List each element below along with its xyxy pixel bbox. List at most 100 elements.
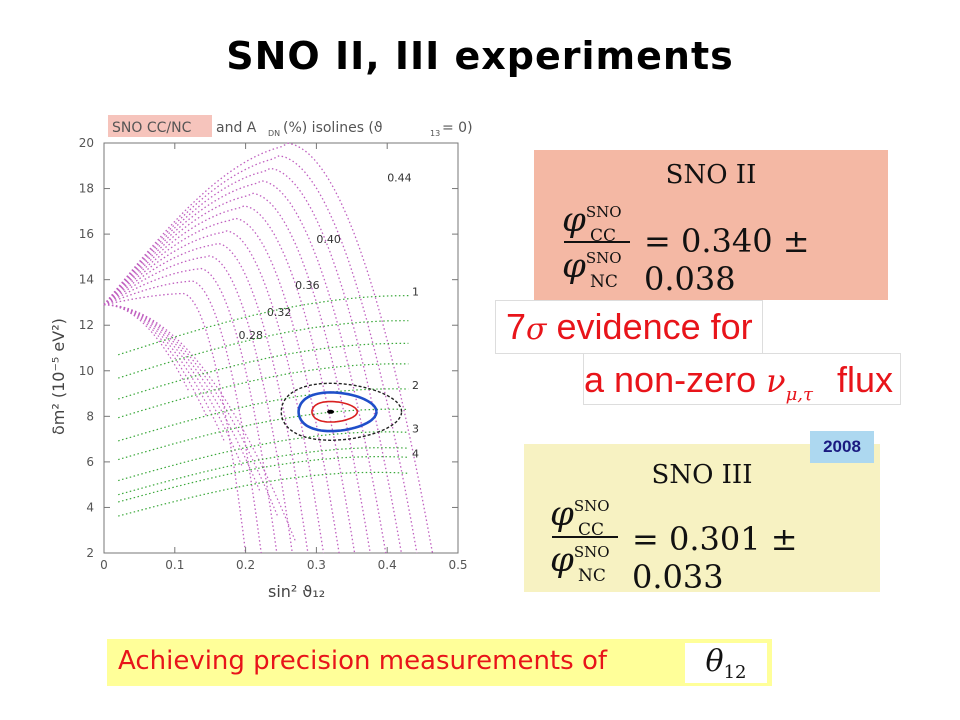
contour-middle: [297, 391, 378, 433]
flux-text: flux: [836, 359, 894, 400]
adn-isoline-label: 3: [412, 422, 419, 435]
adn-isoline-label: 2: [412, 379, 419, 392]
evidence-line-2: a non-zero νμ,τ flux: [584, 354, 900, 405]
evidence-text: evidence for: [556, 306, 753, 347]
y-tick-label: 18: [79, 182, 94, 196]
adn-isoline: [118, 388, 409, 442]
sno2-num-sub: CC: [590, 226, 617, 246]
plot-title-end: = 0): [442, 120, 473, 136]
ccnc-isoline-lower: [103, 304, 190, 392]
y-tick-label: 2: [86, 546, 94, 560]
ccnc-isoline: [103, 255, 293, 554]
ccnc-isoline: [103, 155, 418, 554]
plot-title-highlight: [108, 115, 212, 137]
sno3-value: = 0.301 ± 0.033: [632, 520, 798, 596]
ccnc-isoline-label: 0.28: [239, 329, 264, 342]
x-axis-label: sin² ϑ₁₂: [268, 582, 325, 601]
nu-symbol: ν: [766, 362, 786, 400]
x-tick-label: 0.5: [448, 558, 467, 572]
ccnc-isoline-lower: [103, 304, 261, 492]
adn-isoline-label: 4: [412, 447, 419, 460]
sno3-num-sup: SNO: [573, 497, 610, 515]
ccnc-isolines: 0.280.32 0.36 0.40 0.44: [103, 142, 434, 554]
y-tick-label: 14: [79, 273, 94, 287]
theta-letter: θ: [705, 644, 724, 679]
plot-title-box-text: SNO CC/NC: [112, 120, 192, 136]
ccnc-isoline-lower: [103, 304, 208, 417]
sno2-panel: SNO II φSNO CC φSNO NC = 0.340 ± 0.038: [534, 150, 888, 300]
y-tick-label: 12: [79, 318, 94, 332]
ccnc-isoline: [103, 142, 434, 554]
y-tick-label: 16: [79, 227, 94, 241]
ccnc-isoline-label: 0.44: [387, 172, 412, 185]
year-badge: 2008: [810, 431, 874, 463]
ccnc-isoline: [103, 242, 309, 554]
ccnc-isoline-label: 0.32: [267, 306, 292, 319]
y-tick-label: 20: [79, 136, 94, 150]
evidence-seven: 7: [506, 306, 527, 347]
sno3-fraction-line: [552, 536, 618, 538]
ccnc-isoline: [103, 180, 387, 554]
best-fit-point: [327, 409, 335, 414]
x-tick-label: 0.3: [307, 558, 326, 572]
adn-isoline-label: 1: [412, 286, 419, 299]
adn-isoline: [118, 295, 409, 356]
sno2-num-sup: SNO: [585, 203, 622, 221]
adn-isoline: [118, 363, 409, 419]
theta-subscript: 12: [723, 662, 747, 683]
ccnc-isoline: [103, 267, 278, 554]
evidence-line-1: 7σ evidence for: [496, 301, 762, 353]
sno2-heading: SNO II: [665, 160, 757, 190]
sno3-den-sup: SNO: [573, 543, 610, 561]
confidence-contours: [280, 382, 403, 442]
ccnc-isoline: [103, 205, 356, 554]
sno2-denominator: φSNO NC: [562, 246, 622, 292]
ccnc-isoline: [103, 192, 371, 554]
theta12-symbol: θ12: [685, 643, 767, 683]
y-axis-label: δm² (10⁻⁵ eV²): [49, 318, 68, 435]
sno2-value: = 0.340 ± 0.038: [644, 222, 810, 298]
x-tick-label: 0.2: [236, 558, 255, 572]
x-tick-label: 0: [100, 558, 108, 572]
sno2-numerator: φSNO CC: [562, 200, 622, 246]
y-tick-label: 10: [79, 364, 94, 378]
plot-title-text: and A: [216, 120, 257, 136]
sno3-panel: SNO III φSNO CC φSNO NC = 0.301 ± 0.033: [524, 444, 880, 596]
y-tick-label: 8: [86, 409, 94, 423]
ccnc-isoline: [103, 292, 247, 554]
adn-isolines: 1 2 3 4: [118, 286, 419, 517]
contour-outer: [280, 382, 403, 442]
contour-plot: SNO CC/NC and A DN (%) isolines (ϑ 13 = …: [49, 115, 473, 601]
nu-subscript: μ,τ: [785, 384, 813, 405]
plot-title-tail: (%) isolines (ϑ: [283, 120, 383, 136]
x-tick-label: 0.4: [378, 558, 397, 572]
plot-frame: [103, 142, 459, 554]
adn-isoline: [118, 471, 409, 517]
x-tick-label: 0.1: [165, 558, 184, 572]
ccnc-isoline-lower: [103, 304, 225, 442]
page-title: SNO II, III experiments: [226, 34, 734, 78]
adn-isoline: [118, 408, 409, 461]
sno3-den-sub: NC: [578, 566, 606, 586]
y-tick-label: 4: [86, 500, 94, 514]
adn-isoline: [118, 342, 409, 400]
plot-title-sub: DN: [268, 129, 280, 138]
ccnc-isoline-lower: [103, 304, 243, 467]
ccnc-isoline-lower: [103, 304, 296, 541]
footer-banner: Achieving precision measurements of θ12: [107, 639, 772, 686]
ccnc-isoline: [103, 217, 340, 554]
adn-isoline: [118, 447, 409, 496]
sigma-symbol: σ: [526, 312, 547, 347]
plot-title-sub2: 13: [430, 129, 440, 138]
nonzero-text: a non-zero: [584, 359, 757, 400]
sno2-den-sub: NC: [590, 272, 618, 292]
y-tick-label: 6: [86, 455, 94, 469]
adn-isoline: [118, 320, 409, 379]
adn-isoline: [118, 456, 409, 503]
ccnc-isoline-label: 0.40: [316, 233, 341, 246]
plot-title: SNO CC/NC and A DN (%) isolines (ϑ 13 = …: [108, 115, 473, 138]
sno2-fraction-line: [564, 241, 630, 243]
contour-inner: [311, 400, 359, 423]
sno2-den-sup: SNO: [585, 249, 622, 267]
